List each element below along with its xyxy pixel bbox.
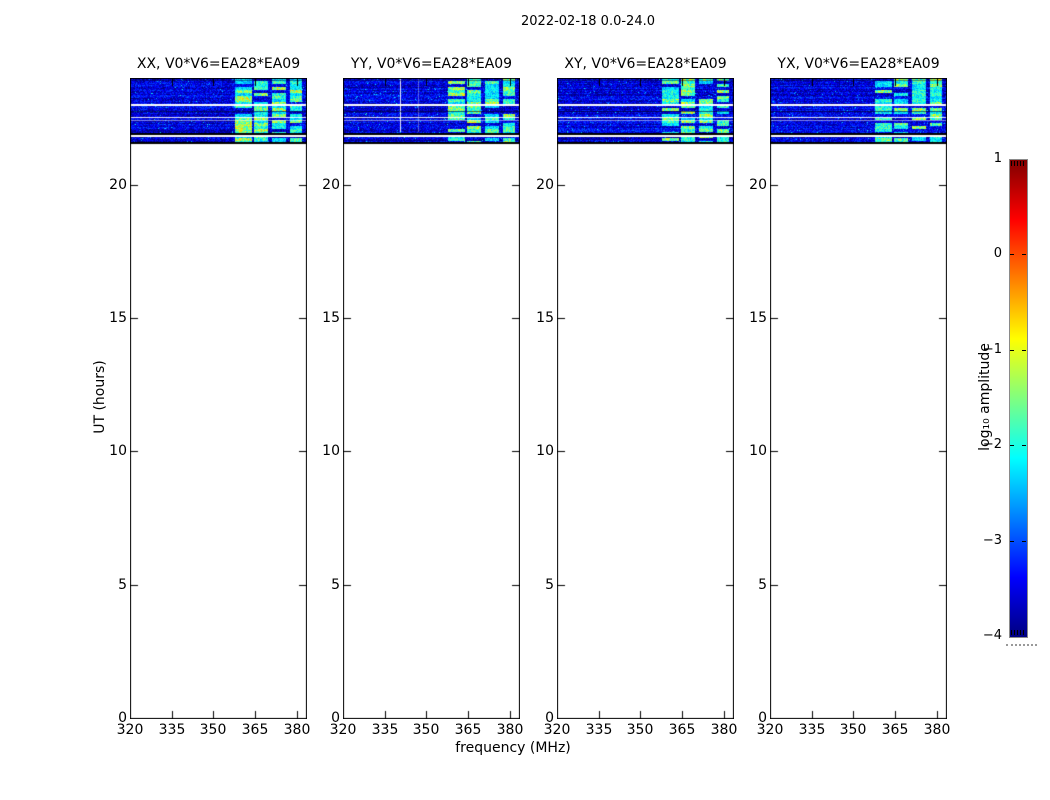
x-tick-label: 350 bbox=[412, 722, 440, 738]
colorbar bbox=[1009, 159, 1028, 638]
panel-title-xy: XY, V0*V6=EA28*EA09 bbox=[564, 56, 727, 72]
colorbar-tick-label: 0 bbox=[993, 246, 1002, 262]
x-tick-label: 320 bbox=[756, 722, 784, 738]
colorbar-tick-label: −2 bbox=[982, 437, 1002, 453]
x-tick-label: 335 bbox=[371, 722, 399, 738]
x-tick-label: 365 bbox=[454, 722, 482, 738]
colorbar-tick-mark bbox=[1022, 445, 1026, 446]
y-tick-label: 10 bbox=[109, 443, 127, 460]
y-tick-label: 15 bbox=[536, 310, 554, 326]
x-tick-label: 320 bbox=[543, 722, 571, 738]
colorbar-tick-mark bbox=[1010, 541, 1014, 542]
y-tick-label: 5 bbox=[545, 576, 554, 593]
x-tick-label: 380 bbox=[923, 722, 951, 738]
panel-title-yy: YY, V0*V6=EA28*EA09 bbox=[350, 56, 513, 72]
colorbar-tick-mark bbox=[1010, 254, 1014, 255]
x-tick-label: 365 bbox=[881, 722, 909, 738]
x-tick-label: 365 bbox=[241, 722, 269, 738]
colorbar-top-hatch bbox=[1011, 161, 1024, 166]
colorbar-tick-label: 1 bbox=[993, 151, 1002, 166]
y-tick-label: 0 bbox=[331, 710, 340, 726]
y-tick-label: 0 bbox=[545, 710, 554, 726]
panel-title-xx: XX, V0*V6=EA28*EA09 bbox=[136, 56, 301, 72]
spectrogram-panel-yx bbox=[770, 78, 947, 719]
y-tick-label: 0 bbox=[118, 710, 127, 726]
y-tick-label: 0 bbox=[758, 710, 767, 726]
colorbar-extend-dotted-line bbox=[1006, 644, 1037, 646]
x-axis-label: frequency (MHz) bbox=[455, 740, 571, 756]
y-tick-label: 5 bbox=[331, 576, 340, 593]
y-tick-label: 5 bbox=[758, 576, 767, 593]
y-tick-label: 20 bbox=[322, 176, 340, 193]
x-tick-label: 320 bbox=[116, 722, 144, 738]
x-tick-label: 380 bbox=[283, 722, 311, 738]
spectrogram-panel-xy bbox=[557, 78, 734, 719]
spectrogram-panel-yy bbox=[343, 78, 520, 719]
colorbar-tick-mark bbox=[1010, 350, 1014, 351]
x-tick-label: 335 bbox=[798, 722, 826, 738]
x-tick-label: 350 bbox=[839, 722, 867, 738]
x-tick-label: 350 bbox=[199, 722, 227, 738]
y-tick-label: 10 bbox=[749, 443, 767, 460]
y-tick-label: 5 bbox=[118, 576, 127, 593]
figure-title: 2022-02-18 0.0-24.0 bbox=[521, 14, 655, 29]
colorbar-bottom-hatch bbox=[1011, 630, 1024, 635]
colorbar-tick-mark bbox=[1022, 254, 1026, 255]
colorbar-tick-label: −4 bbox=[982, 628, 1002, 643]
y-tick-label: 20 bbox=[536, 176, 554, 193]
y-tick-label: 20 bbox=[749, 176, 767, 193]
x-tick-label: 335 bbox=[585, 722, 613, 738]
y-tick-label: 10 bbox=[322, 443, 340, 460]
x-tick-label: 365 bbox=[668, 722, 696, 738]
colorbar-tick-label: −1 bbox=[982, 341, 1002, 357]
y-axis-label: UT (hours) bbox=[92, 360, 108, 434]
x-tick-label: 380 bbox=[496, 722, 524, 738]
x-tick-label: 380 bbox=[710, 722, 738, 738]
y-tick-label: 10 bbox=[536, 443, 554, 460]
colorbar-tick-mark bbox=[1010, 445, 1014, 446]
x-tick-label: 350 bbox=[626, 722, 654, 738]
y-tick-label: 15 bbox=[109, 310, 127, 326]
x-tick-label: 335 bbox=[158, 722, 186, 738]
y-tick-label: 15 bbox=[322, 310, 340, 326]
colorbar-tick-mark bbox=[1022, 541, 1026, 542]
colorbar-tick-label: −3 bbox=[982, 532, 1002, 548]
spectrogram-panel-xx bbox=[130, 78, 307, 719]
x-tick-label: 320 bbox=[329, 722, 357, 738]
y-tick-label: 20 bbox=[109, 176, 127, 193]
panel-title-yx: YX, V0*V6=EA28*EA09 bbox=[777, 56, 940, 72]
colorbar-tick-mark bbox=[1022, 350, 1026, 351]
y-tick-label: 15 bbox=[749, 310, 767, 326]
